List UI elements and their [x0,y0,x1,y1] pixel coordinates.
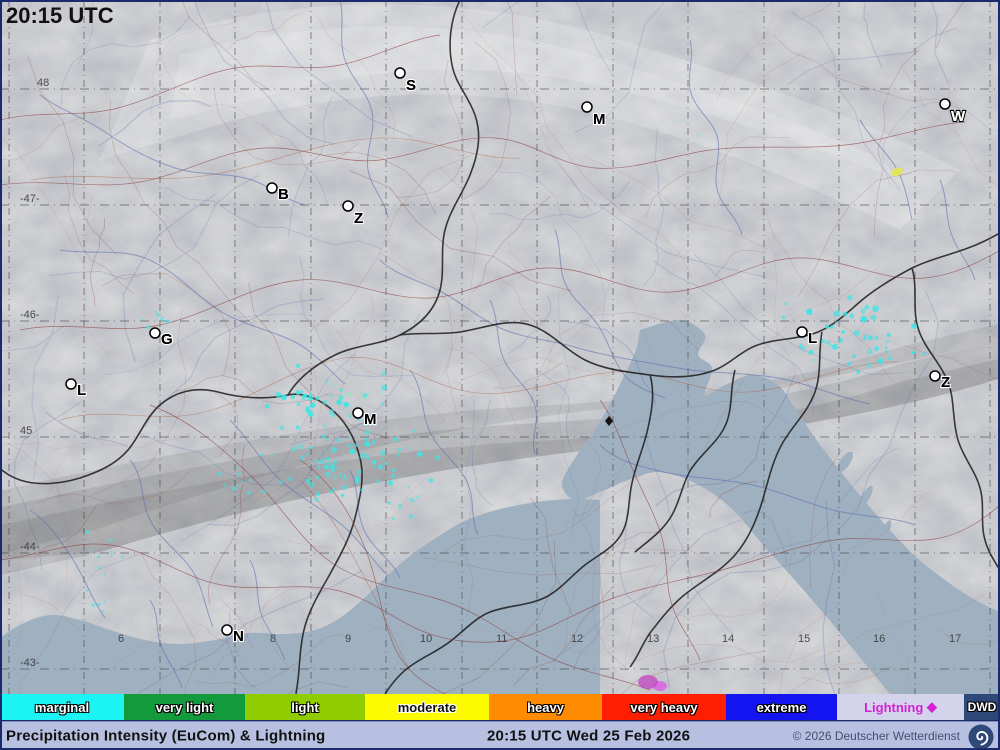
svg-text:Z: Z [354,210,363,227]
svg-text:M: M [364,411,377,428]
svg-text:L: L [77,382,86,399]
svg-text:48: 48 [37,77,49,89]
svg-text:G: G [161,331,173,348]
svg-text:6: 6 [118,633,124,645]
svg-text:L: L [808,330,817,347]
svg-text:N: N [233,628,244,645]
svg-text:-47-: -47- [20,193,40,205]
svg-text:9: 9 [345,633,351,645]
svg-text:8: 8 [270,633,276,645]
svg-text:W: W [951,108,966,125]
svg-text:10: 10 [420,633,432,645]
svg-text:M: M [593,111,606,128]
svg-text:14: 14 [722,633,734,645]
svg-text:16: 16 [873,633,885,645]
svg-text:-46-: -46- [20,309,40,321]
svg-text:11: 11 [496,633,507,645]
svg-text:-43-: -43- [20,657,40,669]
svg-text:12: 12 [571,633,583,645]
svg-text:B: B [278,186,289,203]
svg-text:20:15 UTC: 20:15 UTC [6,3,114,28]
svg-text:S: S [406,77,416,94]
svg-text:15: 15 [798,633,810,645]
svg-text:Z: Z [941,374,950,391]
